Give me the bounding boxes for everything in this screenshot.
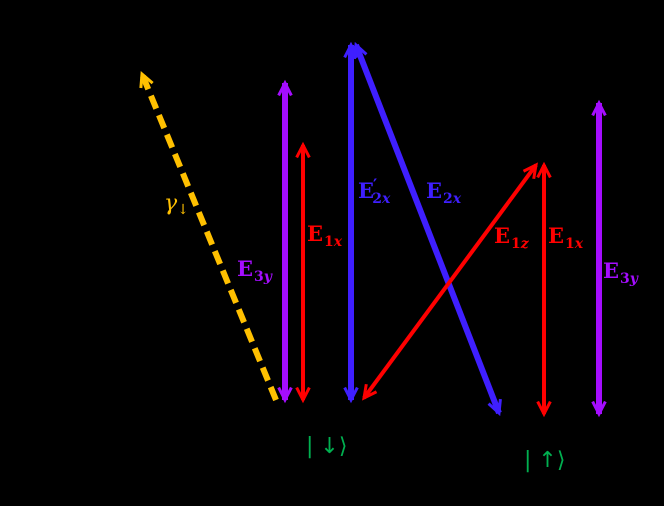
arrowhead-icon [277, 79, 293, 97]
label-prime: ′ [373, 175, 378, 194]
label-subscript: 1x [324, 234, 342, 250]
arrowhead-icon [362, 383, 378, 401]
label-subscript-index: 3 [254, 269, 264, 285]
transition-E2x [353, 41, 502, 417]
label-symbol: E [548, 223, 565, 248]
label-E1x-right: E1x [548, 223, 583, 251]
label-subscript-axis: y [263, 269, 272, 285]
label-subscript-axis: x [333, 234, 343, 250]
label-subscript-axis: z [520, 236, 529, 252]
label-subscript-index: ↓ [177, 202, 189, 218]
label-subscript-axis: x [381, 191, 391, 207]
label-gamma-down: γ↓ [164, 191, 189, 218]
label-subscript-axis: x [452, 191, 462, 207]
arrowhead-icon [295, 386, 311, 404]
state-spin-up: | ↑⟩ [524, 448, 566, 473]
label-subscript: 2x [443, 191, 461, 207]
transition-E1z [362, 162, 538, 401]
label-E3y-right: E3y [603, 258, 638, 286]
label-subscript-index: 3 [620, 271, 630, 287]
label-subscript: 2x [372, 191, 390, 207]
state-spin-down: | ↓⟩ [306, 434, 348, 459]
label-subscript: 1z [511, 236, 529, 252]
arrowhead-icon [353, 41, 368, 60]
arrowhead-icon [343, 386, 359, 404]
label-E1z: E1z [494, 223, 529, 251]
label-symbol: E [494, 223, 511, 248]
label-subscript-index: 2 [372, 191, 382, 207]
transition-E1x-right [536, 161, 552, 418]
transition-E3y-right [591, 99, 607, 418]
label-subscript-axis: x [574, 236, 584, 252]
arrowhead-icon [591, 400, 607, 418]
label-subscript-index: 1 [511, 236, 521, 252]
arrowhead-icon [522, 162, 538, 180]
label-subscript-index: 2 [443, 191, 453, 207]
arrowhead-icon [536, 161, 552, 179]
arrow-line [353, 43, 502, 415]
label-subscript: 3y [620, 271, 638, 287]
label-subscript-axis: y [629, 271, 638, 287]
label-subscript: ↓ [177, 202, 189, 218]
label-E1x-left: E1x [307, 221, 342, 249]
label-E2x: E2x [426, 178, 461, 206]
label-subscript-index: 1 [565, 236, 575, 252]
transition-E1x-left [295, 141, 311, 404]
arrow-line [362, 163, 538, 400]
label-symbol: E [237, 256, 254, 281]
transition-E3y-left [277, 79, 293, 404]
label-symbol: E [603, 258, 620, 283]
label-subscript: 3y [254, 269, 272, 285]
label-subscript-index: 1 [324, 234, 334, 250]
label-symbol: γ [164, 191, 178, 216]
arrowhead-icon [536, 400, 552, 418]
arrow-line [139, 72, 279, 402]
label-subscript: 1x [565, 236, 583, 252]
arrowhead-icon [277, 386, 293, 404]
transition-arrows [139, 41, 607, 418]
label-symbol: E [358, 178, 375, 203]
arrowhead-icon [295, 141, 311, 159]
label-E2x-prime: E′2x [358, 177, 390, 207]
label-symbol: E [307, 221, 324, 246]
label-symbol: E [426, 178, 443, 203]
arrowhead-icon [139, 70, 154, 89]
label-E3y-left: E3y [237, 256, 272, 284]
arrowhead-icon [591, 99, 607, 117]
transition-gamma-down [139, 70, 279, 402]
arrowhead-icon [487, 398, 502, 417]
